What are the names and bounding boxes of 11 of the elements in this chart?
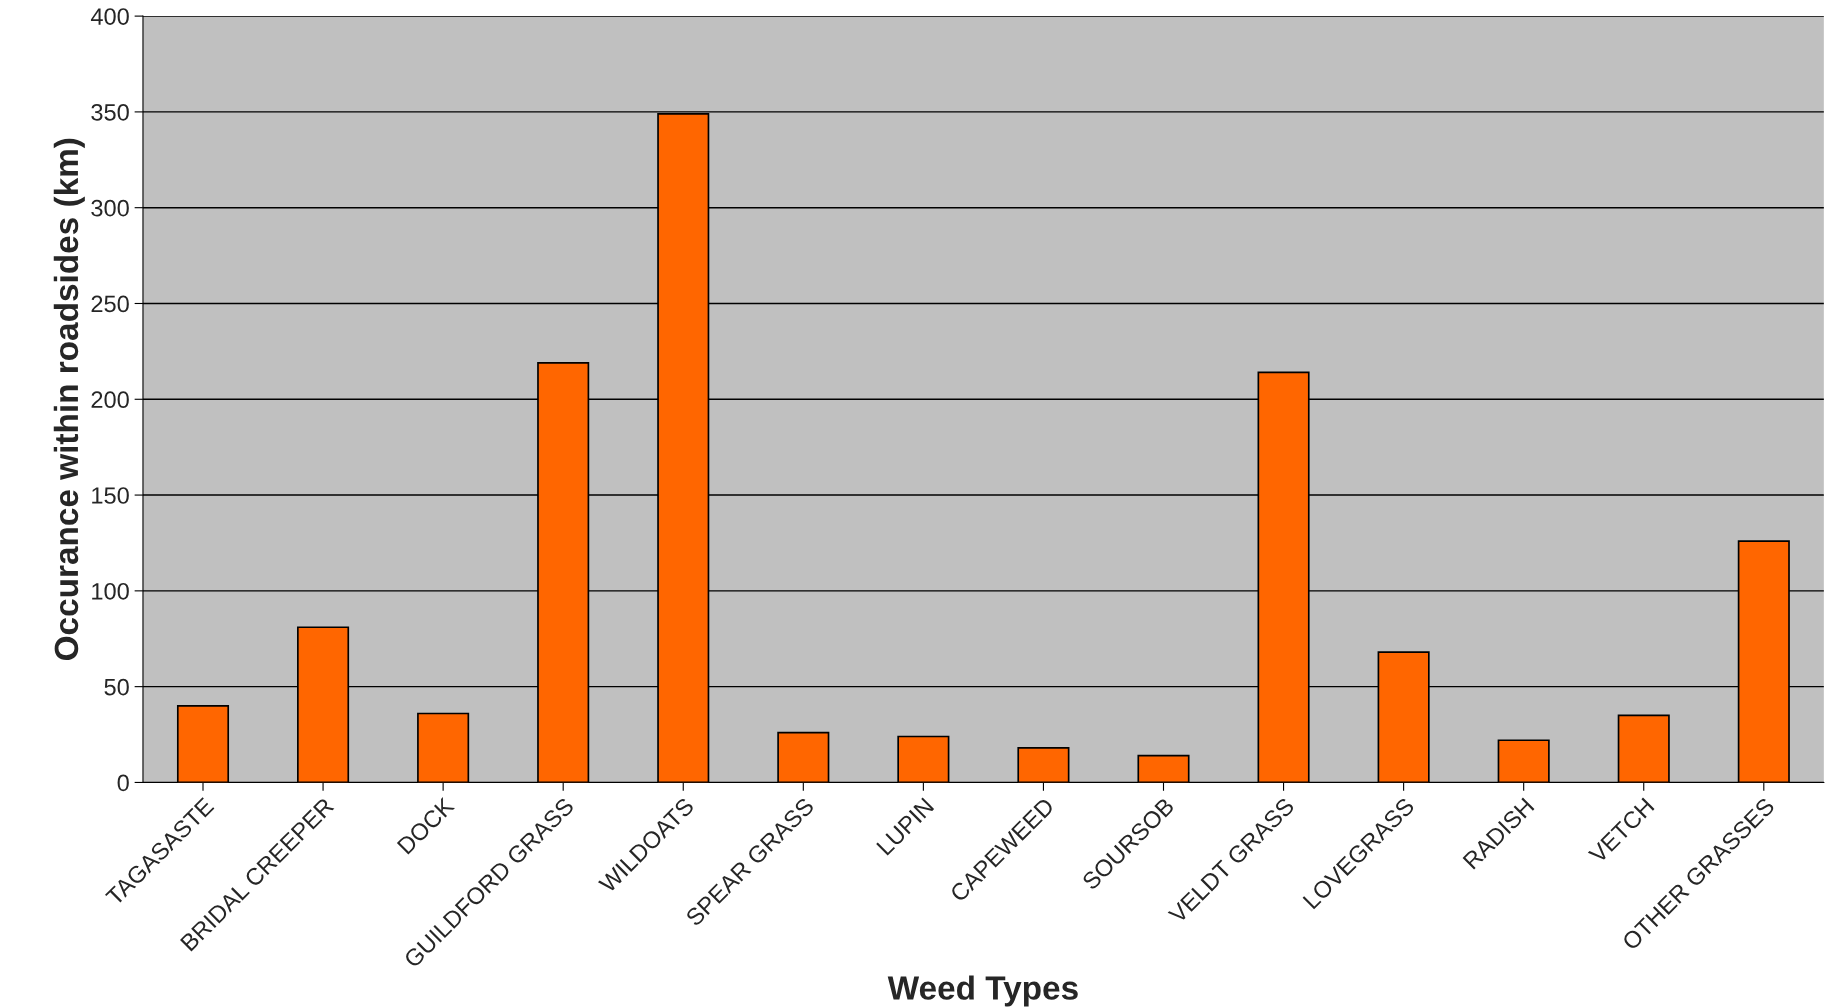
y-tick-label: 250 bbox=[91, 295, 129, 313]
y-tick-label: 350 bbox=[91, 103, 129, 121]
y-tick-label: 50 bbox=[104, 678, 129, 696]
y-tick-label: 150 bbox=[92, 487, 129, 504]
y-tick-label: 0 bbox=[117, 774, 129, 792]
y-axis-title: Occurance within roadsides (km) bbox=[53, 138, 85, 660]
y-tick-label: 300 bbox=[91, 199, 129, 217]
x-axis-title: Weed Types bbox=[887, 975, 1078, 1007]
y-tick-label: 100 bbox=[92, 582, 129, 600]
y-tick-label: 200 bbox=[91, 391, 129, 409]
y-tick-label: 400 bbox=[90, 8, 129, 25]
